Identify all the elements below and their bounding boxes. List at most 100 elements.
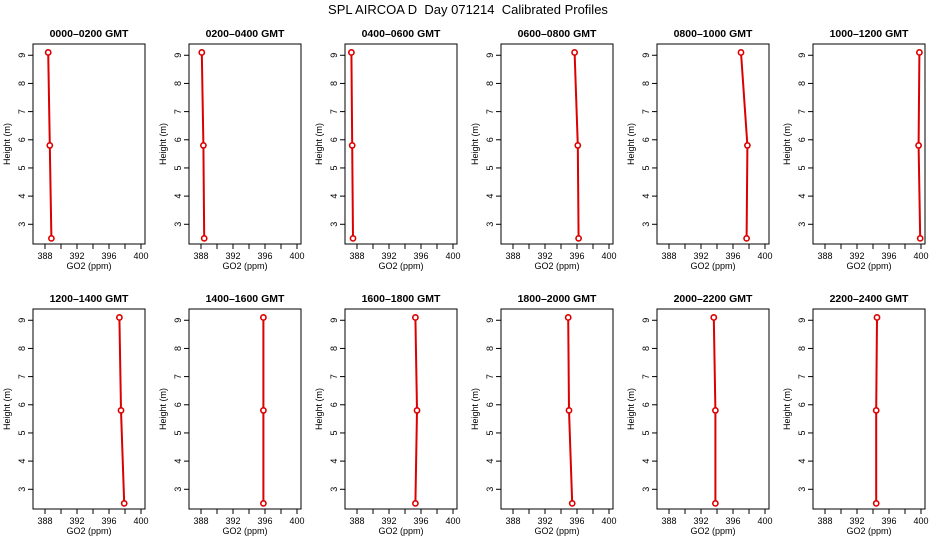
y-tick-label: 4 [797, 459, 807, 464]
profile-panel: 1800–2000 GMT 388 392 396 400 GO2 (ppm) 3 4 5 6 7 8… [470, 293, 617, 536]
y-tick-label: 9 [641, 318, 651, 323]
x-tick-label: 400 [445, 516, 460, 526]
y-tick-label: 4 [17, 194, 27, 199]
y-tick-label: 8 [797, 346, 807, 351]
x-tick-label: 388 [505, 516, 520, 526]
profile-point [349, 234, 357, 242]
y-tick-label: 5 [797, 430, 807, 435]
x-tick-label: 396 [881, 516, 896, 526]
y-axis-label: Height (m) [782, 123, 792, 165]
y-tick-label: 4 [797, 194, 807, 199]
x-tick-label: 388 [817, 516, 832, 526]
y-tick-label: 6 [17, 137, 27, 142]
profile-point [116, 314, 123, 321]
y-tick-label: 9 [329, 53, 339, 58]
profile-panel: 1200–1400 GMT 388 392 396 400 GO2 (ppm) 3 4 5 6 7 8… [2, 293, 149, 536]
x-tick-label: 396 [725, 516, 740, 526]
x-tick-label: 396 [725, 251, 740, 261]
y-tick-label: 7 [173, 109, 183, 114]
profile-point [413, 407, 421, 414]
y-tick-label: 6 [641, 402, 651, 407]
profile-point [915, 142, 922, 149]
x-axis-label: GO2 (ppm) [66, 526, 111, 536]
profile-point [411, 314, 419, 321]
y-tick-label: 8 [173, 81, 183, 86]
y-tick-label: 5 [797, 165, 807, 170]
plot-frame [188, 308, 302, 510]
y-tick-label: 7 [641, 374, 651, 379]
y-axis-label: Height (m) [158, 123, 168, 165]
x-tick-label: 392 [225, 516, 240, 526]
x-tick-label: 400 [601, 251, 616, 261]
x-axis-label: GO2 (ppm) [534, 526, 579, 536]
profile-point [259, 314, 267, 321]
profile-point [198, 49, 206, 56]
profile-point [574, 142, 582, 149]
profile-point [259, 407, 267, 414]
profile-point [200, 234, 208, 242]
x-tick-label: 396 [413, 251, 428, 261]
y-tick-label: 3 [173, 222, 183, 227]
y-tick-label: 8 [17, 346, 27, 351]
y-tick-label: 8 [329, 346, 339, 351]
y-tick-label: 5 [641, 165, 651, 170]
x-tick-label: 396 [257, 516, 272, 526]
y-tick-label: 7 [17, 109, 27, 114]
x-tick-label: 396 [569, 516, 584, 526]
y-tick-label: 4 [17, 459, 27, 464]
x-tick-label: 388 [193, 251, 208, 261]
y-axis-label: Height (m) [2, 388, 12, 430]
y-tick-label: 4 [485, 194, 495, 199]
profile-point [199, 142, 207, 149]
panel-title: 2200–2400 GMT [830, 293, 909, 305]
profile-panel: 1400–1600 GMT 388 392 396 400 GO2 (ppm) 3 4 5 6 7 8… [158, 293, 305, 536]
y-tick-label: 7 [797, 109, 807, 114]
y-tick-label: 6 [641, 137, 651, 142]
profile-point [916, 49, 923, 56]
y-tick-label: 9 [17, 53, 27, 58]
x-tick-label: 392 [69, 516, 84, 526]
panel-title: 1000–1200 GMT [830, 28, 909, 40]
x-tick-label: 388 [193, 516, 208, 526]
y-tick-label: 4 [641, 194, 651, 199]
y-tick-label: 3 [173, 487, 183, 492]
y-tick-label: 8 [641, 346, 651, 351]
y-tick-label: 7 [17, 374, 27, 379]
plot-frame [656, 43, 770, 245]
x-axis-label: GO2 (ppm) [378, 261, 423, 271]
y-tick-label: 5 [173, 165, 183, 170]
y-tick-label: 6 [329, 402, 339, 407]
profile-point [120, 499, 128, 507]
x-tick-label: 396 [881, 251, 896, 261]
y-tick-label: 9 [173, 53, 183, 58]
x-tick-label: 392 [537, 251, 552, 261]
profile-point [347, 49, 355, 56]
panel-title: 1800–2000 GMT [518, 293, 597, 305]
x-tick-label: 400 [133, 251, 148, 261]
profile-point [744, 142, 751, 149]
y-tick-label: 9 [17, 318, 27, 323]
y-tick-label: 9 [797, 318, 807, 323]
y-tick-label: 8 [329, 81, 339, 86]
y-tick-label: 6 [329, 137, 339, 142]
plot-frame [812, 308, 926, 510]
panel-title: 1600–1800 GMT [362, 293, 441, 305]
y-tick-label: 4 [173, 459, 183, 464]
y-tick-label: 7 [173, 374, 183, 379]
y-tick-label: 6 [797, 137, 807, 142]
profile-panel: 2200–2400 GMT 388 392 396 400 GO2 (ppm) 3 4 5 6 7 8… [782, 293, 929, 536]
profile-point [259, 499, 267, 507]
y-tick-label: 6 [797, 402, 807, 407]
x-tick-label: 392 [849, 251, 864, 261]
plot-frame [500, 43, 614, 245]
x-tick-label: 392 [381, 516, 396, 526]
profile-point [712, 499, 719, 507]
y-tick-label: 5 [485, 430, 495, 435]
x-tick-label: 396 [257, 251, 272, 261]
y-tick-label: 8 [17, 81, 27, 86]
x-axis-label: GO2 (ppm) [690, 526, 735, 536]
profile-panel: 0400–0600 GMT 388 392 396 400 GO2 (ppm) 3 4 5 6 7 8… [314, 28, 461, 271]
y-axis-label: Height (m) [626, 388, 636, 430]
x-tick-label: 400 [601, 516, 616, 526]
profile-point [44, 49, 52, 56]
